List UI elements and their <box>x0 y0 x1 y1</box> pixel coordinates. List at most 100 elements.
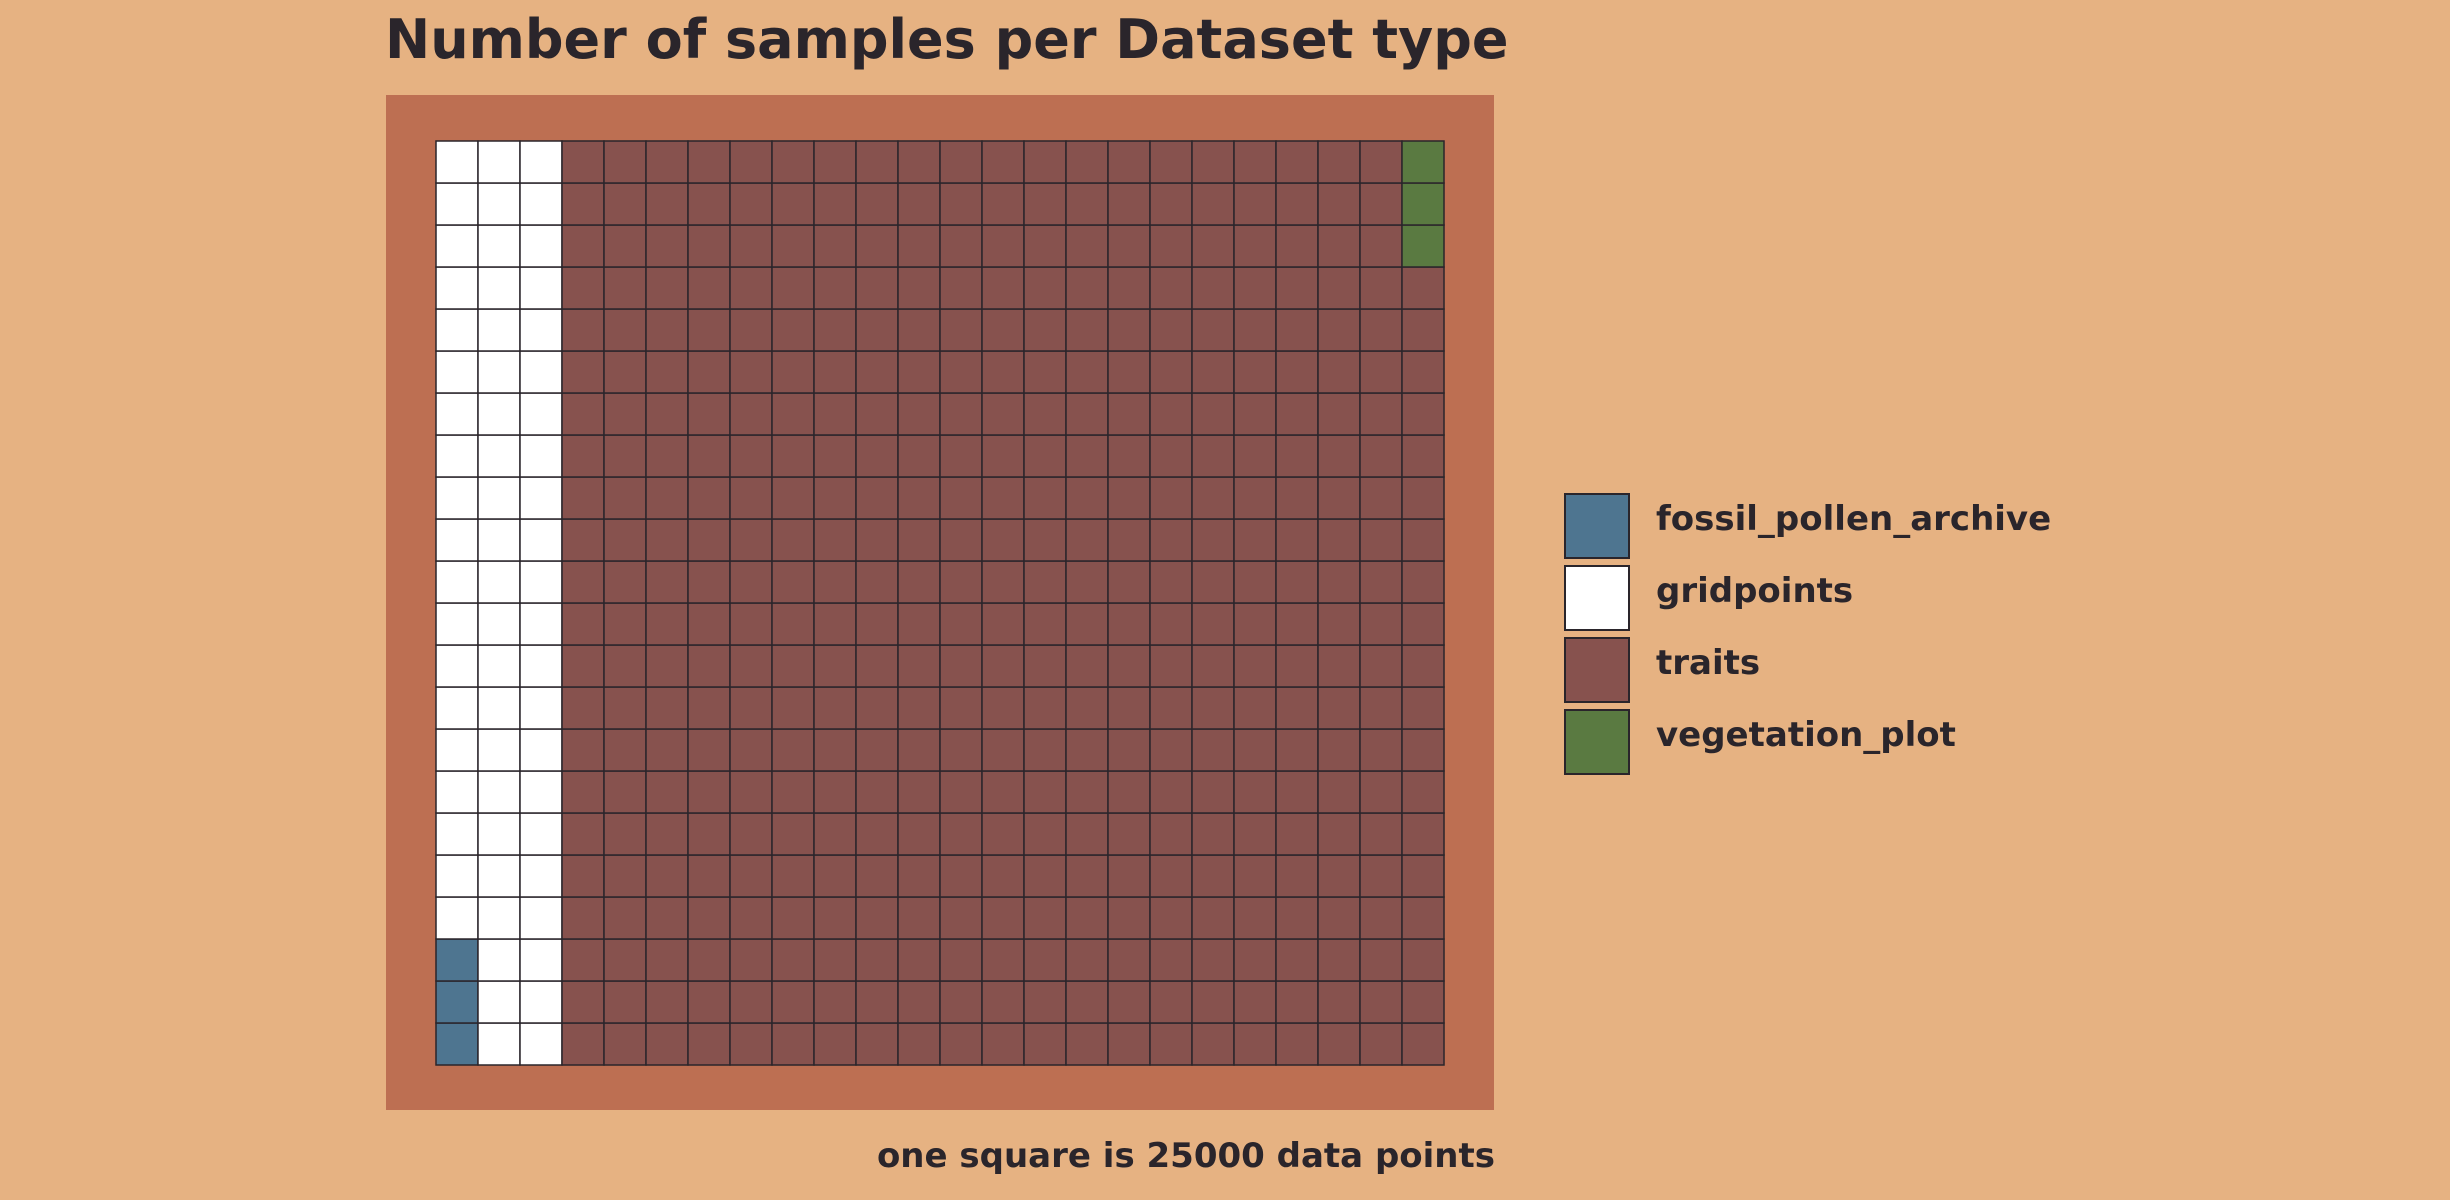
waffle-square-traits <box>897 686 941 730</box>
waffle-square-traits <box>1359 854 1403 898</box>
waffle-square-traits <box>687 266 731 310</box>
waffle-square-traits <box>1401 980 1445 1024</box>
waffle-square-traits <box>561 182 605 226</box>
waffle-square-traits <box>981 392 1025 436</box>
waffle-square-traits <box>771 392 815 436</box>
waffle-square-gridpoints <box>519 1022 563 1066</box>
waffle-square-traits <box>1107 224 1151 268</box>
waffle-square-traits <box>687 560 731 604</box>
waffle-square-traits <box>1359 140 1403 184</box>
waffle-square-traits <box>603 980 647 1024</box>
waffle-square-traits <box>645 938 689 982</box>
waffle-square-traits <box>897 476 941 520</box>
waffle-square-traits <box>855 350 899 394</box>
waffle-square-traits <box>1401 308 1445 352</box>
waffle-square-gridpoints <box>519 686 563 730</box>
waffle-square-gridpoints <box>477 560 521 604</box>
waffle-square-traits <box>855 686 899 730</box>
waffle-square-traits <box>1149 560 1193 604</box>
waffle-square-traits <box>855 896 899 940</box>
waffle-square-traits <box>855 602 899 646</box>
waffle-square-traits <box>687 392 731 436</box>
waffle-square-gridpoints <box>519 980 563 1024</box>
waffle-square-traits <box>1233 518 1277 562</box>
waffle-square-traits <box>771 518 815 562</box>
waffle-square-traits <box>1065 602 1109 646</box>
waffle-square-traits <box>771 560 815 604</box>
waffle-square-traits <box>771 350 815 394</box>
legend-swatch-gridpoints <box>1564 565 1630 631</box>
waffle-square-gridpoints <box>477 728 521 772</box>
waffle-square-traits <box>1149 728 1193 772</box>
waffle-square-traits <box>1359 980 1403 1024</box>
waffle-square-traits <box>561 854 605 898</box>
waffle-square-traits <box>1107 182 1151 226</box>
waffle-square-traits <box>771 938 815 982</box>
waffle-square-traits <box>1233 602 1277 646</box>
waffle-square-gridpoints <box>519 434 563 478</box>
waffle-square-traits <box>813 938 857 982</box>
waffle-square-traits <box>1023 224 1067 268</box>
waffle-square-traits <box>981 476 1025 520</box>
waffle-square-traits <box>1317 476 1361 520</box>
waffle-square-traits <box>855 1022 899 1066</box>
waffle-square-traits <box>813 854 857 898</box>
waffle-square-traits <box>729 476 773 520</box>
waffle-square-traits <box>1191 602 1235 646</box>
waffle-square-traits <box>981 728 1025 772</box>
waffle-square-traits <box>1149 896 1193 940</box>
waffle-square-fossil-pollen-archive <box>435 980 479 1024</box>
waffle-square-traits <box>1191 476 1235 520</box>
waffle-square-gridpoints <box>477 266 521 310</box>
waffle-square-traits <box>1233 980 1277 1024</box>
waffle-square-traits <box>1023 182 1067 226</box>
waffle-square-gridpoints <box>477 644 521 688</box>
waffle-square-traits <box>603 602 647 646</box>
waffle-square-traits <box>1149 602 1193 646</box>
waffle-square-traits <box>855 560 899 604</box>
waffle-square-gridpoints <box>477 476 521 520</box>
waffle-square-traits <box>603 728 647 772</box>
waffle-square-gridpoints <box>435 350 479 394</box>
waffle-square-traits <box>1359 476 1403 520</box>
waffle-square-traits <box>1065 896 1109 940</box>
waffle-square-traits <box>1275 896 1319 940</box>
waffle-square-gridpoints <box>477 770 521 814</box>
waffle-square-traits <box>1191 686 1235 730</box>
waffle-square-traits <box>939 854 983 898</box>
waffle-square-traits <box>1317 560 1361 604</box>
waffle-square-traits <box>1149 140 1193 184</box>
waffle-square-traits <box>1233 644 1277 688</box>
waffle-square-traits <box>1023 938 1067 982</box>
waffle-square-traits <box>1359 434 1403 478</box>
waffle-square-traits <box>939 392 983 436</box>
waffle-square-traits <box>1275 770 1319 814</box>
waffle-square-traits <box>897 602 941 646</box>
waffle-square-gridpoints <box>435 854 479 898</box>
waffle-square-traits <box>981 1022 1025 1066</box>
waffle-square-traits <box>645 602 689 646</box>
waffle-square-traits <box>897 140 941 184</box>
waffle-square-traits <box>603 476 647 520</box>
waffle-square-traits <box>897 350 941 394</box>
waffle-square-traits <box>1317 350 1361 394</box>
waffle-square-gridpoints <box>435 770 479 814</box>
waffle-square-traits <box>897 182 941 226</box>
waffle-square-traits <box>1149 182 1193 226</box>
waffle-square-gridpoints <box>435 140 479 184</box>
waffle-square-traits <box>645 182 689 226</box>
waffle-square-traits <box>1023 728 1067 772</box>
waffle-square-traits <box>855 392 899 436</box>
waffle-square-traits <box>561 560 605 604</box>
waffle-square-traits <box>645 266 689 310</box>
waffle-square-traits <box>1149 770 1193 814</box>
waffle-square-gridpoints <box>477 518 521 562</box>
waffle-square-traits <box>687 518 731 562</box>
waffle-square-traits <box>645 686 689 730</box>
waffle-square-traits <box>561 770 605 814</box>
waffle-square-traits <box>813 602 857 646</box>
waffle-square-traits <box>1107 308 1151 352</box>
waffle-square-traits <box>645 854 689 898</box>
waffle-square-traits <box>1023 266 1067 310</box>
waffle-square-traits <box>687 854 731 898</box>
